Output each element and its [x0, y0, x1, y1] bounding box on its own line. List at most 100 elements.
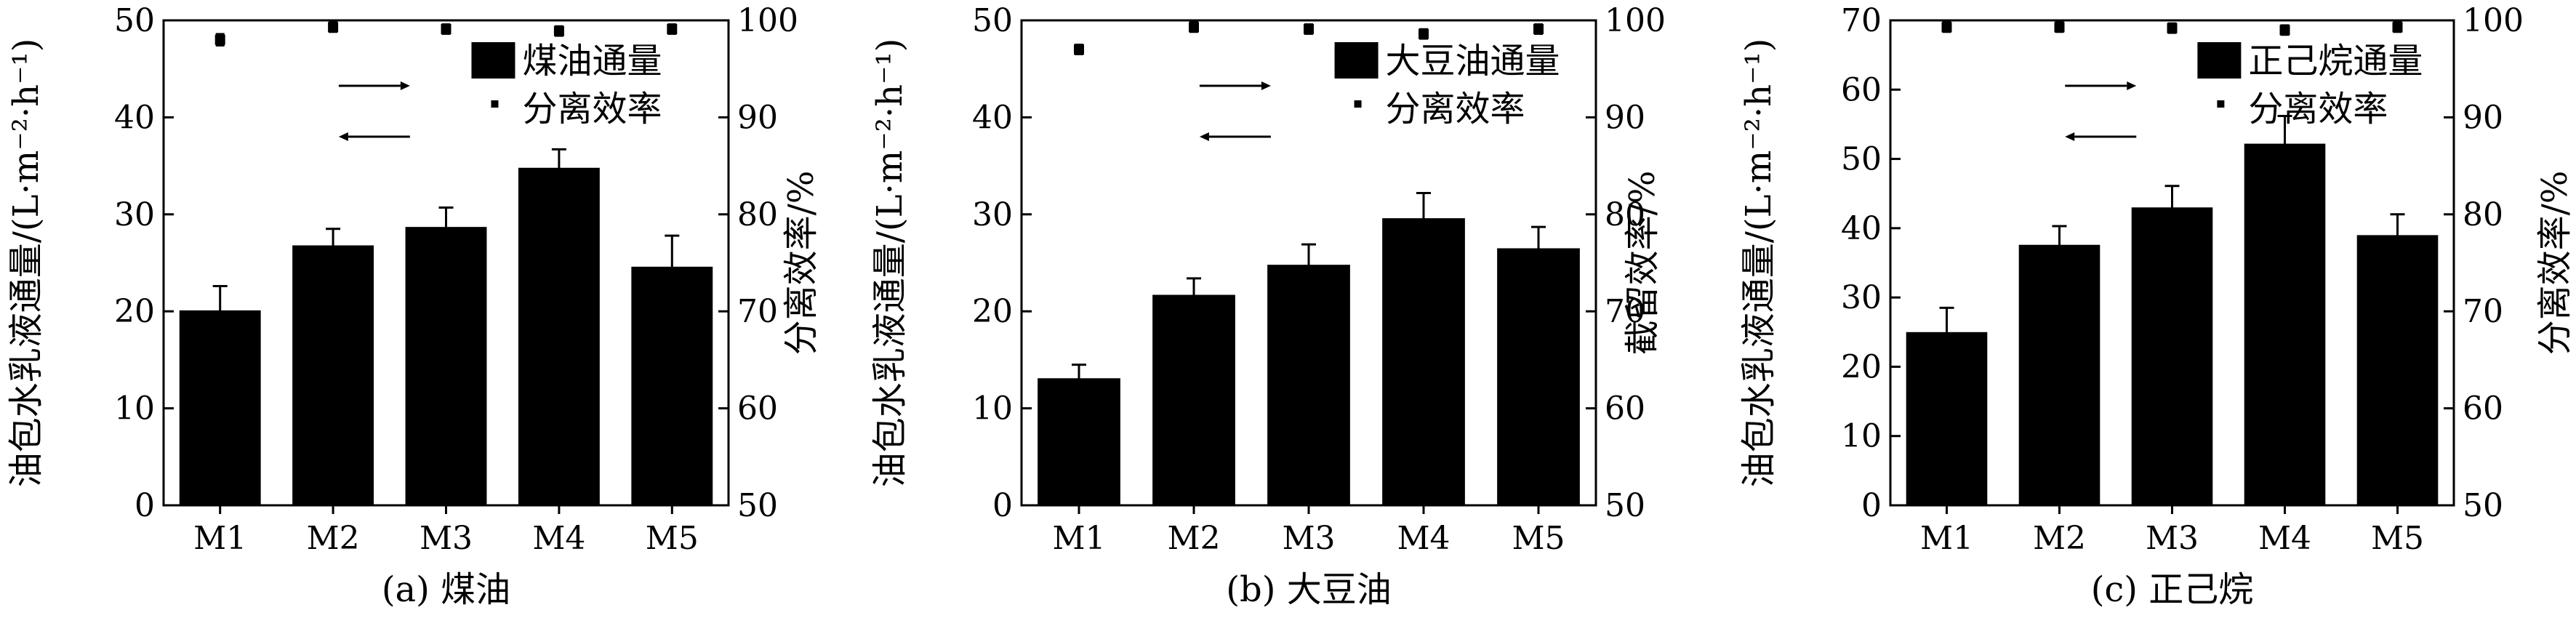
legend-point-label: 分离效率 — [522, 89, 662, 129]
right-tick-label: 100 — [2463, 2, 2524, 39]
left-tick-label: 50 — [1841, 141, 1882, 178]
x-tick-label: M2 — [1167, 520, 1220, 557]
right-tick-label: 80 — [2463, 196, 2503, 233]
left-tick-label: 50 — [114, 2, 155, 39]
left-tick-label: 0 — [1861, 487, 1882, 524]
efficiency-point — [1304, 24, 1314, 35]
x-tick-label: M3 — [1282, 520, 1335, 557]
right-tick-label: 70 — [1605, 293, 1645, 330]
bar — [1906, 332, 1988, 505]
x-tick-label: M5 — [2371, 520, 2424, 557]
left-tick-label: 0 — [135, 487, 155, 524]
right-tick-label: 70 — [737, 293, 778, 330]
bar — [631, 266, 713, 505]
efficiency-point — [2167, 23, 2178, 33]
x-tick-label: M2 — [2033, 520, 2086, 557]
legend-point-swatch — [1354, 100, 1362, 108]
efficiency-point — [1941, 22, 1952, 33]
left-tick-label: 10 — [972, 390, 1013, 428]
x-tick-label: M3 — [420, 520, 473, 557]
right-tick-label: 50 — [737, 487, 778, 524]
legend-bar-label: 煤油通量 — [522, 41, 662, 81]
panel-title: (b) 大豆油 — [1226, 569, 1391, 610]
panel-title: (c) 正己烷 — [2091, 569, 2254, 610]
right-arrow-icon — [1261, 81, 1271, 90]
chart-panel-1: 0 10 20 30 40 50 50 60 70 80 90 100 M1 M2 M3 M4 M5 煤油通量分离… — [6, 2, 822, 610]
left-tick-label: 70 — [1841, 2, 1882, 39]
legend-point-label: 分离效率 — [1386, 89, 1525, 129]
left-arrow-icon — [2065, 132, 2075, 141]
left-arrow-icon — [338, 132, 348, 141]
bar — [518, 167, 600, 505]
bar — [1497, 248, 1580, 505]
left-tick-label: 40 — [972, 99, 1013, 136]
legend-bar-swatch — [2197, 42, 2242, 79]
right-arrow-icon — [2127, 81, 2137, 90]
right-axis-label: 分离效率/% — [2535, 171, 2575, 356]
efficiency-point — [1074, 44, 1084, 55]
bar — [2244, 143, 2326, 505]
legend-bar-label: 大豆油通量 — [1386, 41, 1560, 81]
right-tick-label: 50 — [1605, 487, 1645, 524]
x-tick-label: M4 — [1397, 520, 1450, 557]
x-tick-label: M5 — [646, 520, 699, 557]
right-tick-label: 50 — [2463, 487, 2503, 524]
left-tick-label: 30 — [972, 196, 1013, 233]
chart-panel-3: 0 10 20 30 40 50 60 70 50 60 70 80 90 100 M1 M2 M3 M4 M5 正己… — [1738, 2, 2575, 610]
x-tick-label: M4 — [532, 520, 585, 557]
efficiency-point — [328, 22, 339, 33]
x-tick-label: M2 — [307, 520, 360, 557]
legend-bar-label: 正己烷通量 — [2248, 41, 2423, 81]
left-tick-label: 30 — [114, 196, 155, 233]
efficiency-point — [2279, 25, 2290, 36]
bar — [1267, 265, 1350, 505]
right-tick-label: 90 — [1605, 99, 1645, 136]
right-tick-label: 80 — [737, 196, 778, 233]
x-tick-label: M4 — [2258, 520, 2311, 557]
left-arrow-icon — [1199, 132, 1209, 141]
left-tick-label: 60 — [1841, 71, 1882, 108]
efficiency-point — [2054, 22, 2065, 33]
left-axis-label: 油包水乳液通量/(L·m⁻²·h⁻¹) — [1738, 39, 1779, 488]
left-tick-label: 40 — [1841, 210, 1882, 247]
bar — [1038, 378, 1120, 505]
right-tick-label: 60 — [1605, 390, 1645, 428]
right-axis-label: 分离效率/% — [781, 171, 822, 356]
right-tick-label: 100 — [1605, 2, 1666, 39]
left-axis-label: 油包水乳液通量/(L·m⁻²·h⁻¹) — [870, 39, 910, 488]
efficiency-point — [667, 24, 678, 35]
bar — [179, 310, 261, 505]
efficiency-point — [1189, 22, 1199, 33]
bar — [2356, 235, 2439, 505]
bar — [1382, 218, 1465, 505]
right-arrow-icon — [400, 81, 410, 90]
left-tick-label: 40 — [114, 99, 155, 136]
bar — [405, 227, 487, 505]
panel-title: (a) 煤油 — [382, 569, 510, 610]
right-tick-label: 60 — [737, 390, 778, 428]
efficiency-point — [214, 34, 225, 45]
left-tick-label: 20 — [972, 293, 1013, 330]
legend-point-swatch — [491, 100, 499, 108]
chart-panel-2: 0 10 20 30 40 50 50 60 70 80 90 100 M1 M2 M3 M4 M5 大豆油通量分… — [870, 2, 1666, 610]
legend-bar-swatch — [1334, 42, 1379, 79]
legend-point-swatch — [2217, 100, 2225, 108]
x-tick-label: M5 — [1512, 520, 1565, 557]
right-tick-label: 90 — [2463, 99, 2503, 136]
legend-point-label: 分离效率 — [2248, 89, 2388, 129]
right-tick-label: 60 — [2463, 390, 2503, 428]
right-tick-label: 80 — [1605, 196, 1645, 233]
right-tick-label: 100 — [737, 2, 798, 39]
right-tick-label: 70 — [2463, 293, 2503, 330]
x-tick-label: M3 — [2146, 520, 2199, 557]
x-tick-label: M1 — [193, 520, 246, 557]
x-tick-label: M1 — [1052, 520, 1105, 557]
bar — [292, 245, 374, 505]
left-tick-label: 10 — [1841, 418, 1882, 455]
left-axis-label: 油包水乳液通量/(L·m⁻²·h⁻¹) — [6, 39, 47, 488]
x-tick-label: M1 — [1920, 520, 1973, 557]
left-tick-label: 0 — [992, 487, 1013, 524]
legend-bar-swatch — [471, 42, 515, 79]
bar — [1152, 294, 1235, 505]
